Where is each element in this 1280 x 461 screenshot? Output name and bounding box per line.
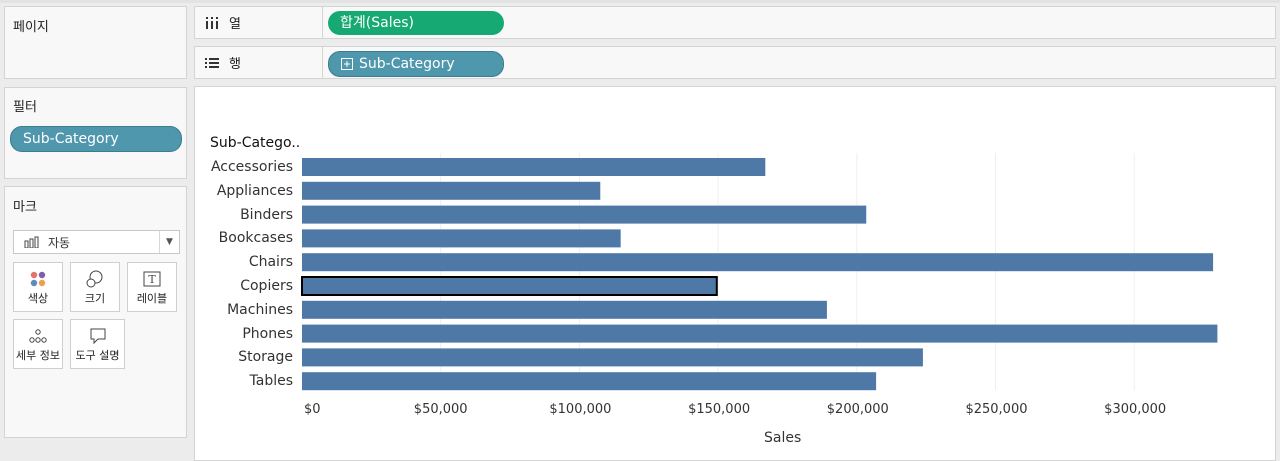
row-label-tables[interactable]: Tables xyxy=(249,373,294,390)
row-label-appliances[interactable]: Appliances xyxy=(216,182,293,199)
bar-appliances[interactable] xyxy=(302,181,601,200)
bar-chart xyxy=(301,153,1218,391)
bar-tables[interactable] xyxy=(302,372,877,391)
row-label-storage[interactable]: Storage xyxy=(238,349,293,366)
mark-type-value: 자동 xyxy=(48,235,71,250)
marks-title: 마크 xyxy=(13,200,37,215)
text-label-icon: T xyxy=(143,268,161,290)
label-label: 레이블 xyxy=(136,292,168,305)
chevron-down-icon[interactable]: ▼ xyxy=(159,231,179,253)
color-button[interactable]: 색상 xyxy=(13,262,63,312)
x-tick-label: $250,000 xyxy=(965,402,1028,417)
columns-shelf: 열 합계(Sales) xyxy=(194,6,1276,39)
color-dots-icon xyxy=(29,268,47,290)
detail-button[interactable]: 세부 정보 xyxy=(13,319,63,369)
bar-chairs[interactable] xyxy=(302,253,1214,272)
label-button[interactable]: T 레이블 xyxy=(127,262,177,312)
marks-panel: 마크 자동 ▼ 색상 크기 T 레이블 세부 정보 도구 설명 xyxy=(4,186,187,438)
tooltip-button[interactable]: 도구 설명 xyxy=(70,319,125,369)
bar-accessories[interactable] xyxy=(302,158,766,176)
rows-shelf-label: 행 xyxy=(195,47,323,78)
bar-phones[interactable] xyxy=(302,324,1218,343)
rows-shelf: 행 Sub-Category xyxy=(194,46,1276,79)
mark-type-dropdown[interactable]: 자동 ▼ xyxy=(13,230,180,254)
row-label-machines[interactable]: Machines xyxy=(227,301,293,318)
x-tick-label: $300,000 xyxy=(1104,402,1167,417)
size-button[interactable]: 크기 xyxy=(70,262,120,312)
bar-machines[interactable] xyxy=(302,300,827,319)
x-tick-label: $150,000 xyxy=(688,402,751,417)
pages-panel: 페이지 xyxy=(4,6,187,79)
filter-pill-sub-category[interactable]: Sub-Category xyxy=(10,126,182,152)
tooltip-label: 도구 설명 xyxy=(75,349,120,362)
row-label-bookcases[interactable]: Bookcases xyxy=(218,230,293,247)
columns-shelf-label: 열 xyxy=(195,7,323,38)
filters-panel: 필터 Sub-Category xyxy=(4,87,187,179)
pages-title: 페이지 xyxy=(13,20,49,35)
color-label: 색상 xyxy=(27,292,49,305)
row-label-chairs[interactable]: Chairs xyxy=(248,254,293,271)
rows-label-text: 행 xyxy=(229,57,241,72)
size-icon xyxy=(85,268,105,290)
bar-storage[interactable] xyxy=(302,348,923,367)
expand-plus-icon[interactable] xyxy=(341,58,353,70)
bar-bookcases[interactable] xyxy=(302,229,621,248)
rows-pill-sub-category[interactable]: Sub-Category xyxy=(328,51,504,77)
bar-copiers[interactable] xyxy=(301,276,718,296)
columns-icon xyxy=(203,16,221,29)
svg-text:T: T xyxy=(148,273,156,286)
bar-chart-icon xyxy=(24,236,40,248)
filters-title: 필터 xyxy=(13,100,37,115)
rows-pill-label: Sub-Category xyxy=(359,56,455,72)
x-axis-title: Sales xyxy=(764,430,802,446)
top-strip xyxy=(0,0,1280,3)
detail-label: 세부 정보 xyxy=(16,349,60,362)
size-label: 크기 xyxy=(84,292,106,305)
row-label-copiers[interactable]: Copiers xyxy=(240,278,293,294)
row-label-binders[interactable]: Binders xyxy=(240,206,293,223)
rows-icon xyxy=(203,57,221,69)
row-header[interactable]: Sub-Catego.. xyxy=(210,135,301,151)
bar-binders[interactable] xyxy=(302,205,867,224)
columns-label-text: 열 xyxy=(229,17,241,32)
x-tick-label: $200,000 xyxy=(826,402,889,417)
tooltip-icon xyxy=(89,325,107,347)
chart-canvas: Sub-Catego.. Accessories Appliances Binder… xyxy=(194,86,1276,461)
row-label-accessories[interactable]: Accessories xyxy=(210,159,293,175)
row-label-phones[interactable]: Phones xyxy=(242,325,293,342)
x-tick-label: $100,000 xyxy=(549,402,612,417)
x-tick-label: $0 xyxy=(304,402,321,417)
detail-dots-icon xyxy=(28,325,48,347)
columns-pill-sum-sales[interactable]: 합계(Sales) xyxy=(328,11,504,35)
x-tick-label: $50,000 xyxy=(413,402,468,417)
